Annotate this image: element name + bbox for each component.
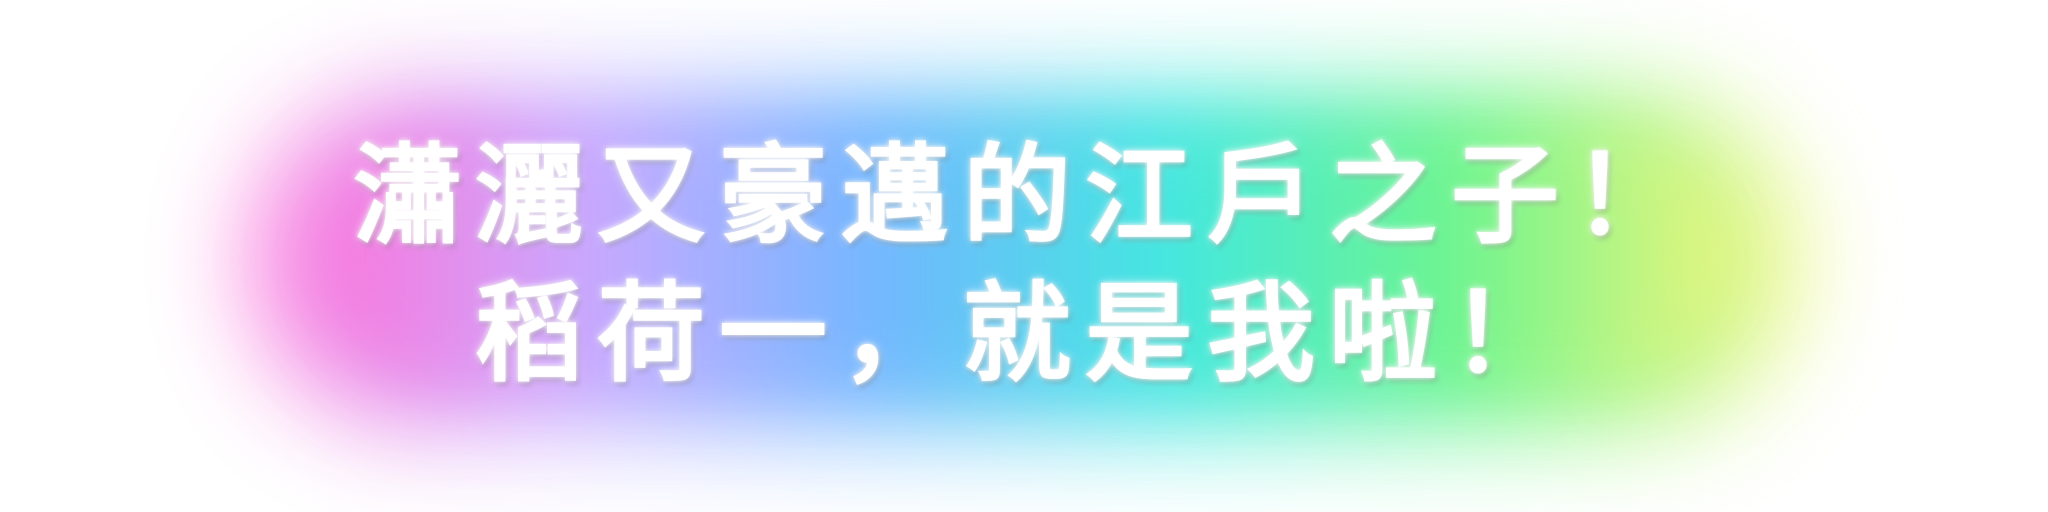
caption-line-1: 瀟灑又豪邁的江戶之子！ — [352, 134, 1695, 259]
caption-text: 瀟灑又豪邁的江戶之子！ 稻荷一，就是我啦！ — [0, 128, 2048, 404]
caption-line-2: 稻荷一，就是我啦！ — [474, 272, 1573, 397]
rainbow-glow-core — [330, 120, 1720, 390]
